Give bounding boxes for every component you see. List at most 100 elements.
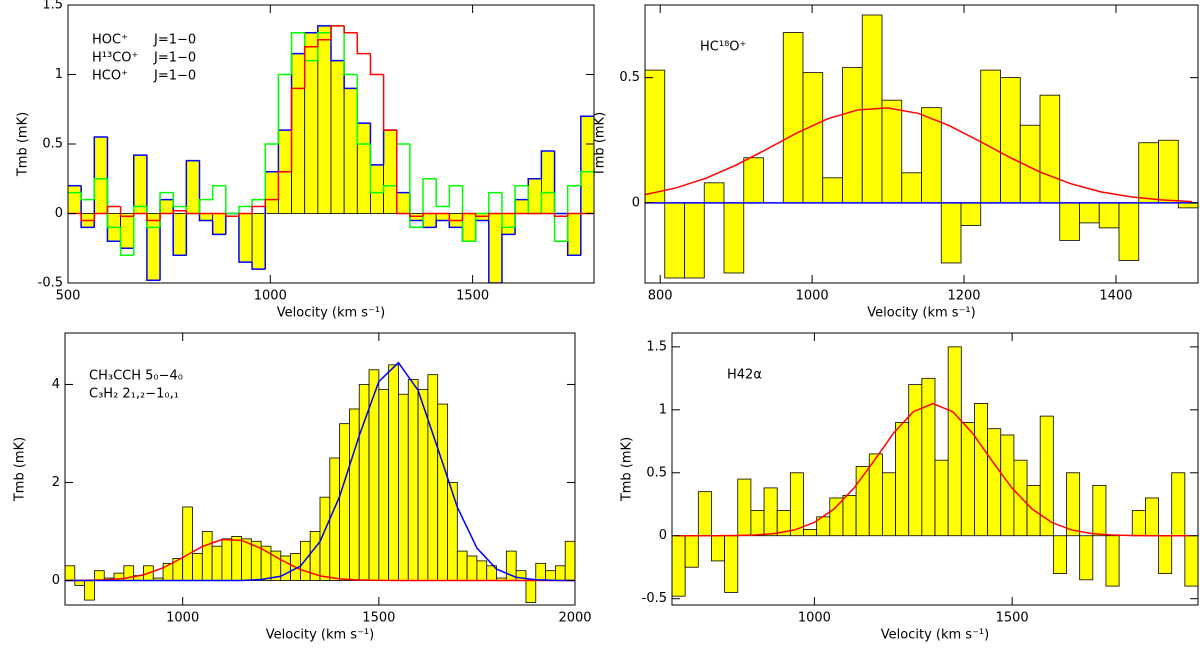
step-segment xyxy=(303,45,318,89)
step-segment xyxy=(488,220,502,283)
step-segment xyxy=(435,178,450,208)
x-tick-label: 500 xyxy=(56,289,81,304)
step-segment xyxy=(343,25,358,34)
bar xyxy=(1079,535,1094,581)
step-segment xyxy=(93,178,108,200)
bar xyxy=(238,213,253,263)
step-segment xyxy=(211,184,226,200)
bar xyxy=(527,178,542,214)
bar xyxy=(881,99,903,204)
bar xyxy=(349,408,360,581)
fit-curve xyxy=(645,107,1192,203)
y-tick-label: 0.5 xyxy=(646,465,667,480)
bar xyxy=(645,69,666,204)
bar xyxy=(201,531,213,581)
step-segment xyxy=(172,209,187,214)
panel xyxy=(672,346,1198,597)
step-segment xyxy=(277,171,292,200)
bar xyxy=(447,482,458,581)
bar xyxy=(330,60,345,214)
x-axis-label: Velocity (km s⁻¹) xyxy=(881,628,989,643)
bar xyxy=(427,374,439,581)
bar xyxy=(724,535,739,593)
bar xyxy=(146,213,161,281)
y-tick-label: 0.5 xyxy=(42,137,63,152)
bar xyxy=(339,423,350,581)
step-segment xyxy=(251,262,266,270)
step-segment xyxy=(448,220,463,229)
bar xyxy=(1131,510,1146,537)
panel xyxy=(68,25,594,283)
bar xyxy=(251,213,266,270)
bar xyxy=(185,160,200,214)
bar xyxy=(199,213,214,221)
step-segment xyxy=(225,185,239,215)
step-segment xyxy=(119,206,134,218)
bar xyxy=(1171,472,1186,537)
line-label: HC¹⁸O⁺ xyxy=(700,40,746,55)
bar xyxy=(1145,497,1159,537)
bar xyxy=(802,72,824,204)
step-segment xyxy=(198,198,213,214)
bar xyxy=(93,136,108,214)
bar xyxy=(1039,415,1054,537)
bar xyxy=(94,570,105,581)
step-segment xyxy=(211,220,226,236)
bar xyxy=(501,213,516,235)
bar xyxy=(921,377,936,537)
y-tick-label: 2 xyxy=(52,475,60,490)
bar xyxy=(462,213,477,242)
step-segment xyxy=(356,88,371,124)
bar xyxy=(437,403,448,581)
step-segment xyxy=(553,192,568,243)
bar xyxy=(1098,202,1120,229)
step-segment xyxy=(80,213,95,222)
bar xyxy=(842,67,863,204)
step-segment xyxy=(238,205,253,214)
bar xyxy=(407,379,419,581)
bar xyxy=(803,529,818,537)
bar xyxy=(567,213,582,256)
y-axis-label: Tmb (mK) xyxy=(593,112,608,177)
step-segment xyxy=(264,143,279,200)
step-segment xyxy=(580,115,594,256)
panel xyxy=(65,361,575,603)
x-axis-label: Velocity (km s⁻¹) xyxy=(867,306,975,321)
step-segment xyxy=(277,73,292,144)
bar xyxy=(65,565,76,581)
bar xyxy=(782,32,804,204)
bar xyxy=(541,150,555,214)
step-segment xyxy=(553,150,568,215)
step-segment xyxy=(566,212,581,217)
step-segment xyxy=(330,25,345,40)
x-tick-label: 1000 xyxy=(166,611,199,626)
step-segment xyxy=(330,25,345,33)
bar xyxy=(264,171,279,214)
bar xyxy=(664,202,685,279)
bar xyxy=(388,364,399,581)
bar xyxy=(868,453,883,537)
bar xyxy=(68,185,82,214)
bar xyxy=(980,69,1001,204)
bar xyxy=(842,495,857,537)
bar xyxy=(398,393,409,581)
bar xyxy=(829,497,844,537)
x-tick-label: 1500 xyxy=(996,611,1029,626)
x-axis-label: Velocity (km s⁻¹) xyxy=(277,306,385,321)
bar xyxy=(417,388,429,581)
bar xyxy=(1039,94,1061,204)
step-segment xyxy=(553,213,568,218)
bar xyxy=(763,487,778,537)
fit-curve xyxy=(65,361,575,582)
bar xyxy=(1158,139,1179,204)
bar xyxy=(723,202,745,274)
x-tick-label: 1000 xyxy=(254,289,287,304)
step-segment xyxy=(501,233,516,283)
step-segment xyxy=(396,130,410,215)
bar xyxy=(120,213,135,249)
step-segment xyxy=(369,144,384,194)
bar xyxy=(1138,142,1159,204)
y-axis-label: Tmb (mK) xyxy=(620,437,635,502)
step-segment xyxy=(290,32,305,75)
step-segment xyxy=(133,212,147,217)
